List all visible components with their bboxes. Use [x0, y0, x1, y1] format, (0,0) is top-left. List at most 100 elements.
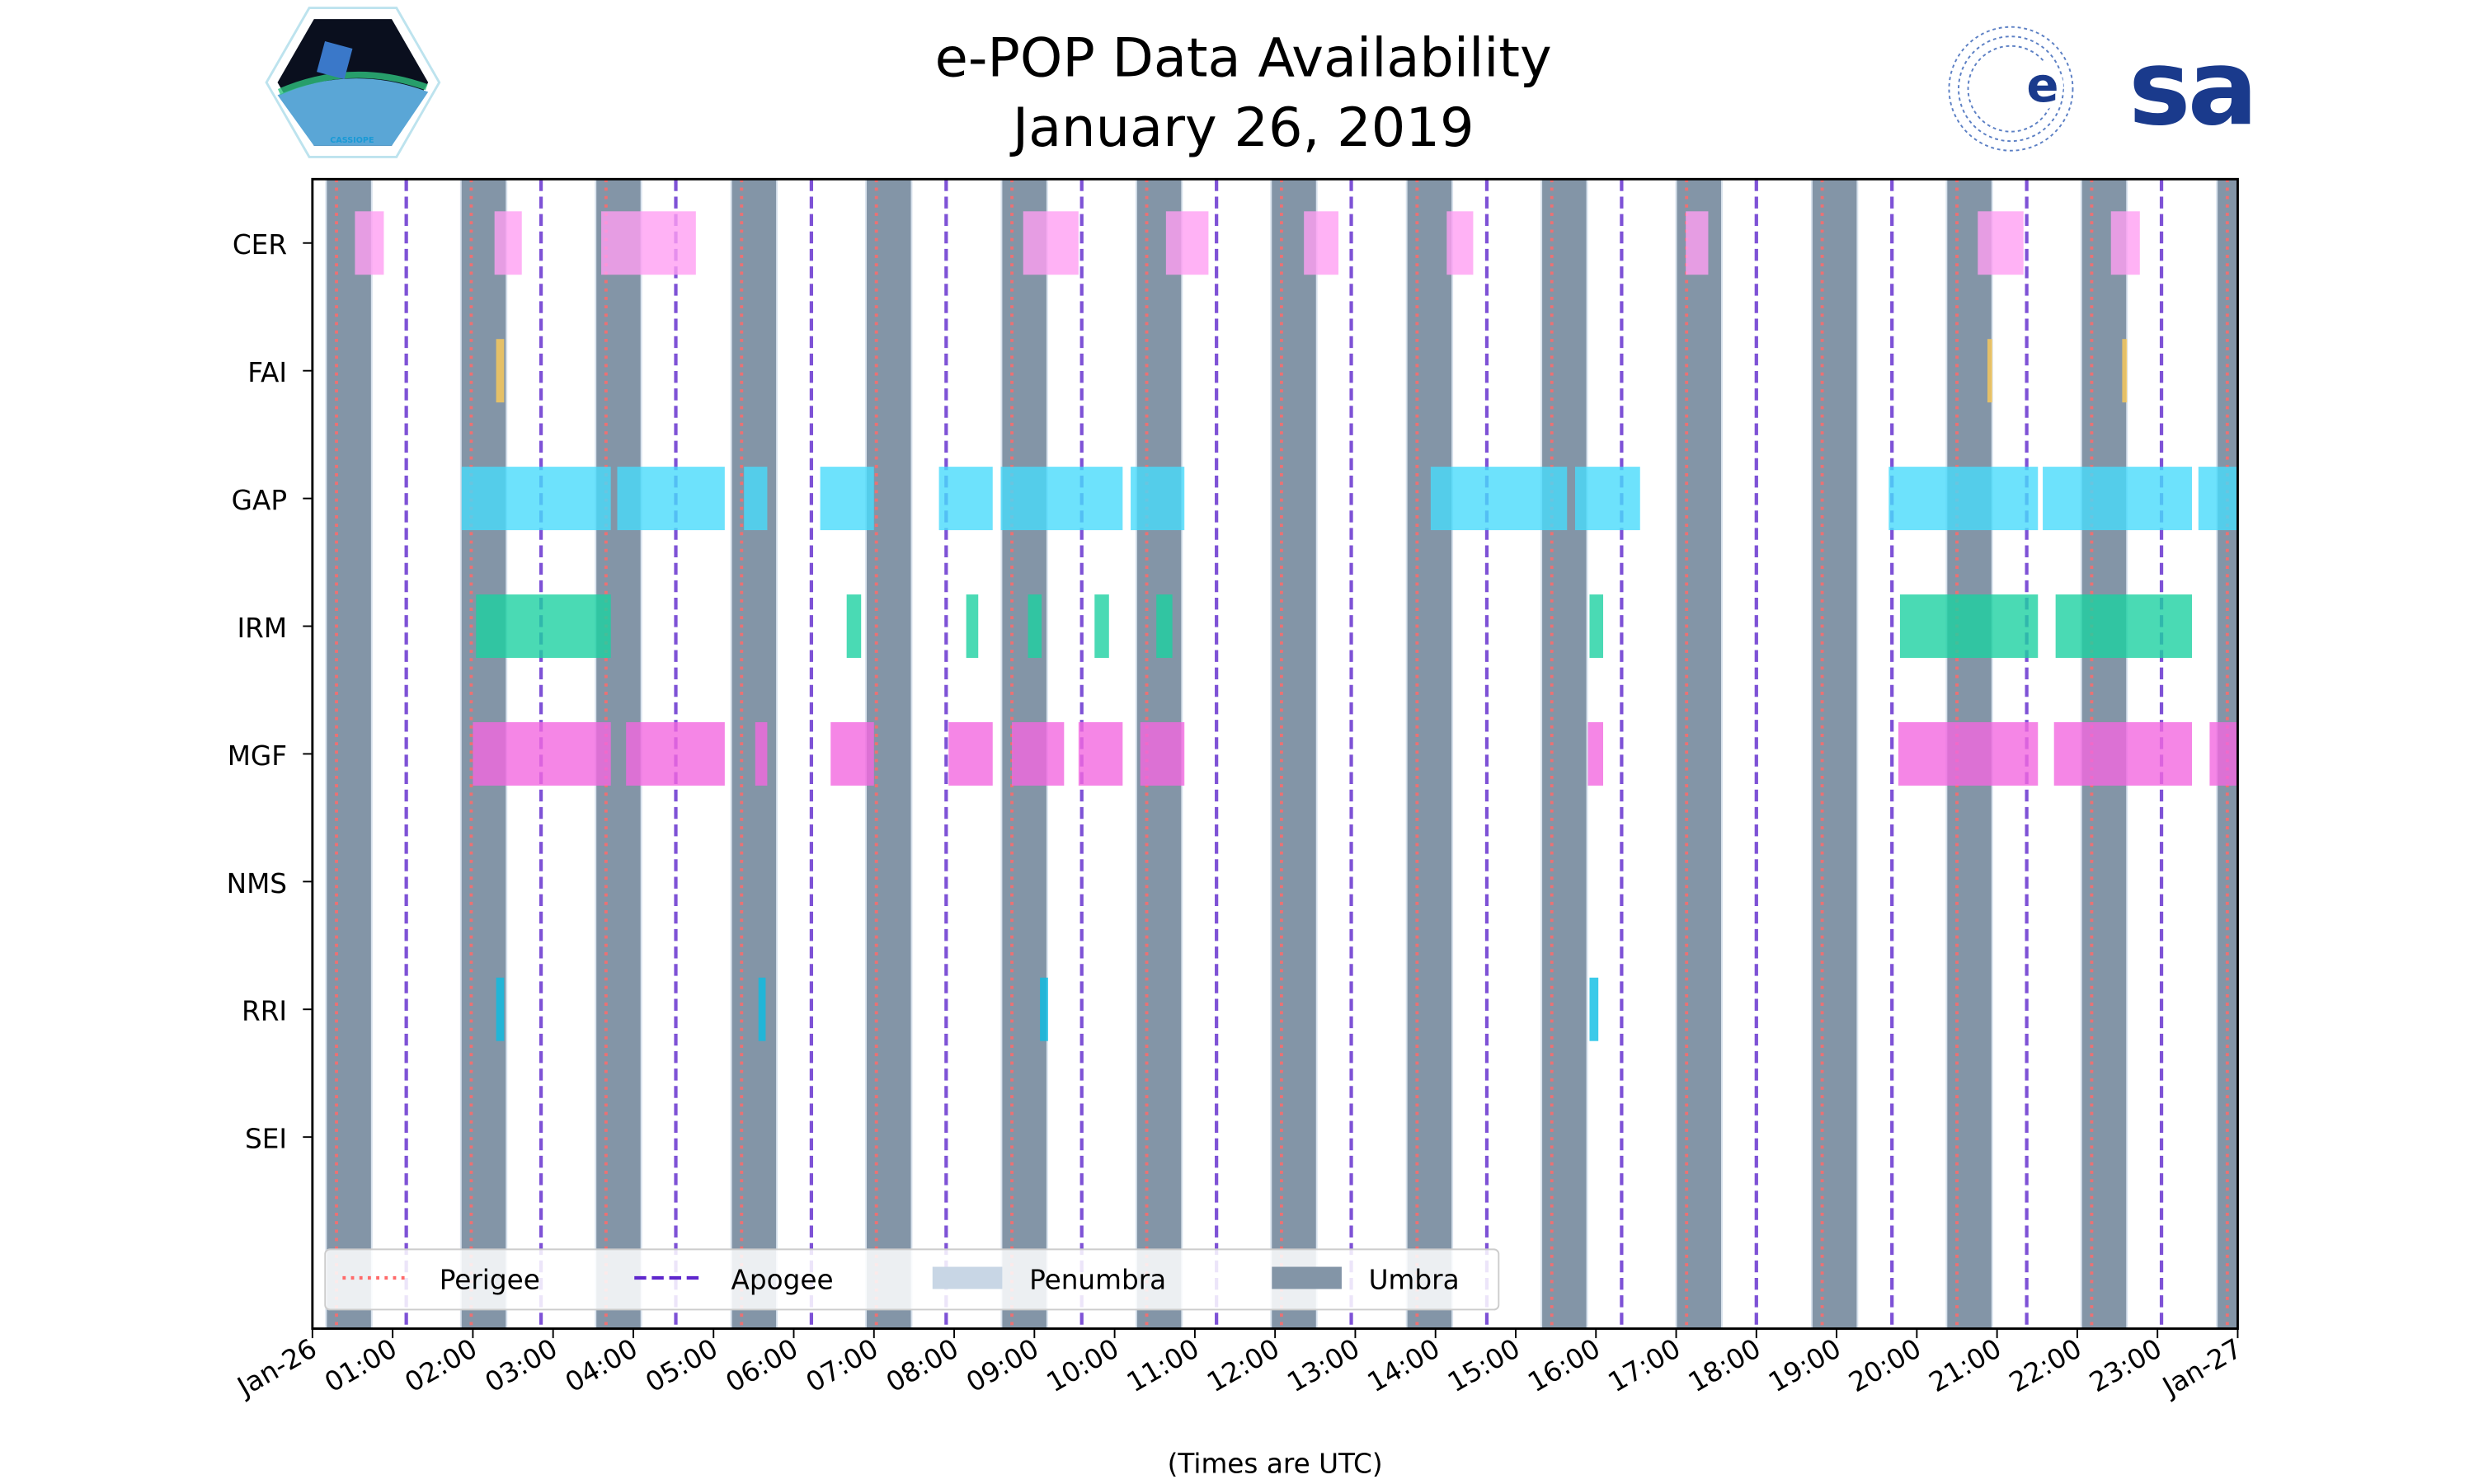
bar-cer — [1165, 211, 1209, 275]
x-tick-label: 21:00 — [1924, 1332, 2007, 1398]
bar-gap — [1131, 467, 1185, 531]
chart-title-line1: e-POP Data Availability — [935, 26, 1552, 89]
bar-gap — [617, 467, 725, 531]
x-tick-label: 18:00 — [1683, 1332, 1766, 1398]
umbra-band — [1812, 179, 1857, 1329]
y-tick-label: GAP — [232, 485, 287, 516]
bar-rri — [1040, 977, 1048, 1041]
umbra-band — [731, 179, 777, 1329]
bar-irm — [1094, 594, 1109, 658]
bar-gap — [1000, 467, 1123, 531]
umbra-band — [327, 179, 371, 1329]
x-tick-label: 14:00 — [1362, 1332, 1446, 1398]
svg-text:e: e — [2026, 57, 2058, 113]
bar-irm — [1028, 594, 1042, 658]
bar-irm — [1156, 594, 1173, 658]
bar-gap — [2043, 467, 2193, 531]
bar-cer — [1686, 211, 1709, 275]
x-tick-label: 19:00 — [1763, 1332, 1846, 1398]
legend-label-umbra: Umbra — [1369, 1264, 1460, 1295]
umbra-band — [1272, 179, 1316, 1329]
bar-mgf — [755, 721, 768, 786]
bar-mgf — [1140, 721, 1185, 786]
legend-box — [324, 1248, 1500, 1311]
y-tick-label: SEI — [245, 1124, 287, 1155]
y-tick-label: NMS — [227, 868, 287, 899]
bar-mgf — [1012, 721, 1065, 786]
bar-cer — [355, 211, 384, 275]
chart-title-line2: January 26, 2019 — [1009, 96, 1475, 159]
plot-area: CER FAI GAP IRM MGF NMS RRI SEI Jan-2601:0002:00… — [227, 177, 2248, 1403]
bar-cer — [1023, 211, 1079, 275]
x-tick-label: 17:00 — [1603, 1332, 1686, 1398]
x-tick-label: Jan-27 — [2157, 1332, 2248, 1403]
bar-gap — [1430, 467, 1568, 531]
x-tick-label: 16:00 — [1522, 1332, 1606, 1398]
bar-cer — [1978, 211, 2024, 275]
legend-swatch-penumbra — [932, 1266, 1003, 1289]
svg-text:CASSIOPE: CASSIOPE — [330, 136, 374, 145]
x-tick-label: 13:00 — [1282, 1332, 1366, 1398]
bar-fai — [2122, 339, 2128, 403]
bar-irm — [476, 594, 611, 658]
y-tick-label: CER — [233, 229, 287, 261]
x-tick-label: 05:00 — [640, 1332, 723, 1398]
umbra-band — [867, 179, 911, 1329]
y-tick-label: FAI — [247, 357, 287, 388]
bar-rri — [1589, 977, 1599, 1041]
y-tick-label: MGF — [228, 740, 287, 772]
bar-fai — [496, 339, 505, 403]
legend-label-penumbra: Penumbra — [1029, 1264, 1166, 1295]
x-tick-label: 02:00 — [400, 1332, 483, 1398]
bar-gap — [2198, 467, 2238, 531]
bar-mgf — [948, 721, 993, 786]
x-tick-label: 20:00 — [1843, 1332, 1926, 1398]
bar-mgf — [473, 721, 611, 786]
legend: Perigee Apogee Penumbra Umbra — [324, 1248, 1500, 1311]
bar-gap — [938, 467, 993, 531]
esa-logo: e sa — [1948, 26, 2258, 152]
x-tick-label: 08:00 — [881, 1332, 964, 1398]
bar-mgf — [1078, 721, 1123, 786]
x-tick-label: 07:00 — [801, 1332, 884, 1398]
bar-irm — [1899, 594, 2039, 658]
bar-gap — [744, 467, 768, 531]
x-tick-label: 23:00 — [2084, 1332, 2167, 1398]
bar-mgf — [1898, 721, 2039, 786]
bar-irm — [1589, 594, 1604, 658]
bar-mgf — [2209, 721, 2238, 786]
x-tick-label: 03:00 — [480, 1332, 563, 1398]
bar-gap — [820, 467, 874, 531]
legend-label-apogee: Apogee — [731, 1264, 834, 1295]
bar-fai — [1987, 339, 1992, 403]
bar-cer — [2110, 211, 2140, 275]
umbra-band — [1407, 179, 1452, 1329]
bar-mgf — [830, 721, 874, 786]
bar-rri — [496, 977, 505, 1041]
bar-irm — [966, 594, 979, 658]
umbra-band — [1542, 179, 1587, 1329]
x-tick-label: 10:00 — [1042, 1332, 1125, 1398]
bar-irm — [846, 594, 862, 658]
x-tick-label: 11:00 — [1122, 1332, 1205, 1398]
x-tick-label: 12:00 — [1202, 1332, 1285, 1398]
bar-mgf — [626, 721, 725, 786]
bar-cer — [601, 211, 696, 275]
bar-rri — [758, 977, 766, 1041]
x-tick-label: 22:00 — [2004, 1332, 2087, 1398]
bar-gap — [1888, 467, 2039, 531]
cassiope-logo: CASSIOPE — [265, 7, 441, 158]
bar-cer — [1304, 211, 1339, 275]
bar-irm — [2055, 594, 2193, 658]
y-tick-label: RRI — [242, 996, 287, 1027]
bar-gap — [461, 467, 611, 531]
bar-cer — [1446, 211, 1474, 275]
bar-gap — [1574, 467, 1640, 531]
x-axis-label: (Times are UTC) — [1168, 1449, 1383, 1480]
legend-swatch-umbra — [1272, 1266, 1342, 1289]
x-tick-label: 06:00 — [721, 1332, 804, 1398]
y-tick-label: IRM — [238, 613, 288, 644]
x-tick-label: Jan-26 — [231, 1332, 322, 1403]
legend-label-perigee: Perigee — [440, 1264, 540, 1295]
